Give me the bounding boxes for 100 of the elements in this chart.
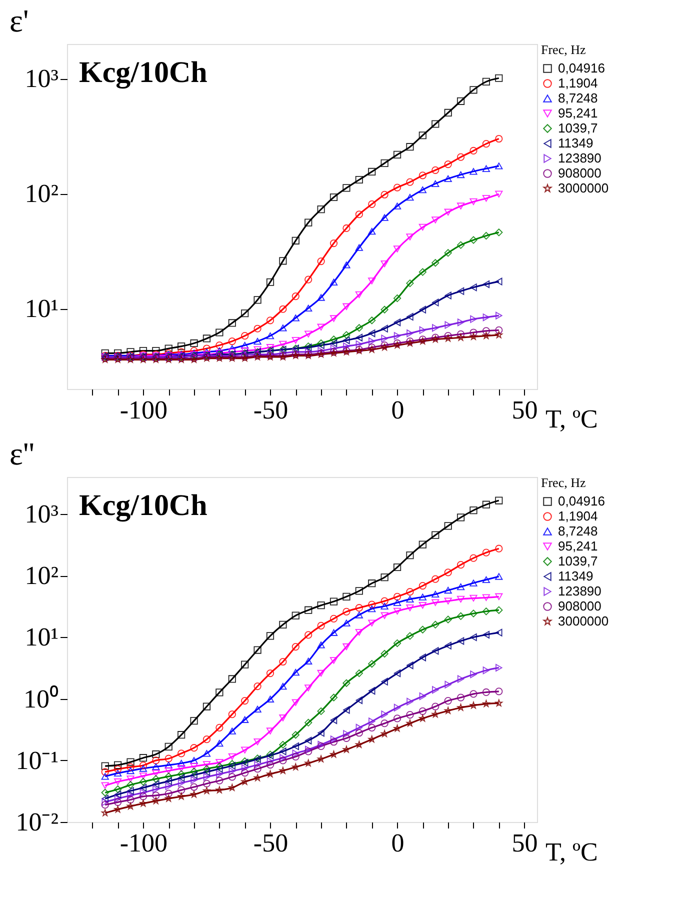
point — [304, 330, 312, 338]
point — [266, 770, 274, 778]
point — [418, 602, 426, 609]
point — [241, 660, 249, 668]
point — [216, 740, 224, 747]
point — [164, 772, 172, 780]
point — [304, 348, 312, 356]
point — [418, 186, 426, 194]
point — [482, 594, 490, 601]
point — [330, 336, 338, 344]
point — [241, 778, 248, 785]
point — [140, 788, 147, 796]
point — [456, 330, 465, 338]
point — [190, 776, 198, 784]
point — [126, 767, 134, 774]
point — [114, 798, 122, 806]
point — [190, 790, 198, 798]
point — [126, 796, 134, 804]
point — [380, 574, 388, 582]
point — [279, 766, 287, 774]
point — [190, 339, 198, 348]
point — [279, 740, 287, 748]
point — [456, 514, 465, 522]
point — [165, 777, 172, 785]
point — [216, 776, 224, 784]
point — [216, 688, 224, 696]
point — [380, 720, 388, 728]
point — [266, 344, 274, 351]
point — [330, 598, 338, 606]
point — [165, 782, 172, 790]
point — [266, 278, 274, 286]
point — [228, 710, 236, 718]
point — [164, 762, 172, 768]
point — [178, 779, 185, 787]
point — [380, 190, 388, 198]
point — [254, 738, 262, 746]
point — [126, 802, 134, 810]
point — [114, 770, 122, 777]
point — [304, 759, 312, 766]
point — [164, 344, 172, 352]
point — [406, 662, 414, 670]
point — [202, 765, 211, 773]
point — [202, 344, 211, 352]
point — [152, 797, 160, 804]
point — [482, 666, 490, 674]
point — [178, 770, 186, 778]
point — [355, 210, 363, 218]
point — [304, 606, 312, 614]
point — [368, 316, 376, 324]
point — [292, 742, 300, 750]
point — [393, 599, 402, 606]
point — [393, 202, 402, 210]
point — [482, 500, 490, 508]
point — [190, 716, 198, 725]
point — [279, 658, 287, 666]
point — [495, 162, 503, 170]
point — [178, 342, 186, 350]
point — [355, 729, 363, 737]
point — [190, 771, 198, 779]
point — [292, 236, 300, 244]
legend-label: 123890 — [558, 150, 602, 166]
point — [216, 724, 224, 732]
point — [482, 688, 490, 696]
point — [393, 592, 402, 600]
point — [380, 214, 388, 221]
point — [317, 294, 325, 301]
point — [482, 232, 490, 240]
point — [470, 702, 478, 709]
point — [380, 730, 388, 738]
point — [470, 168, 478, 175]
point — [456, 171, 465, 178]
point — [406, 312, 414, 321]
point — [470, 236, 478, 244]
point — [292, 336, 300, 344]
point — [470, 86, 478, 94]
point — [368, 620, 376, 626]
point — [279, 682, 287, 690]
point — [444, 680, 452, 688]
point — [330, 344, 338, 352]
point — [419, 306, 426, 314]
point — [126, 776, 134, 782]
point — [456, 241, 465, 249]
point — [419, 654, 426, 662]
point — [495, 544, 503, 552]
point — [495, 331, 503, 338]
point — [432, 686, 439, 694]
point — [317, 206, 325, 214]
y-tick-label: 10³ — [24, 64, 59, 94]
point — [152, 780, 160, 788]
point — [254, 682, 262, 690]
point — [495, 326, 503, 334]
point — [432, 702, 440, 710]
point — [279, 305, 287, 313]
point — [482, 280, 490, 288]
x-tick-label: -100 — [120, 396, 168, 424]
point — [330, 614, 338, 623]
point — [241, 332, 249, 340]
x-tick-label: 50 — [512, 396, 538, 424]
point — [432, 647, 439, 655]
point — [241, 746, 249, 754]
